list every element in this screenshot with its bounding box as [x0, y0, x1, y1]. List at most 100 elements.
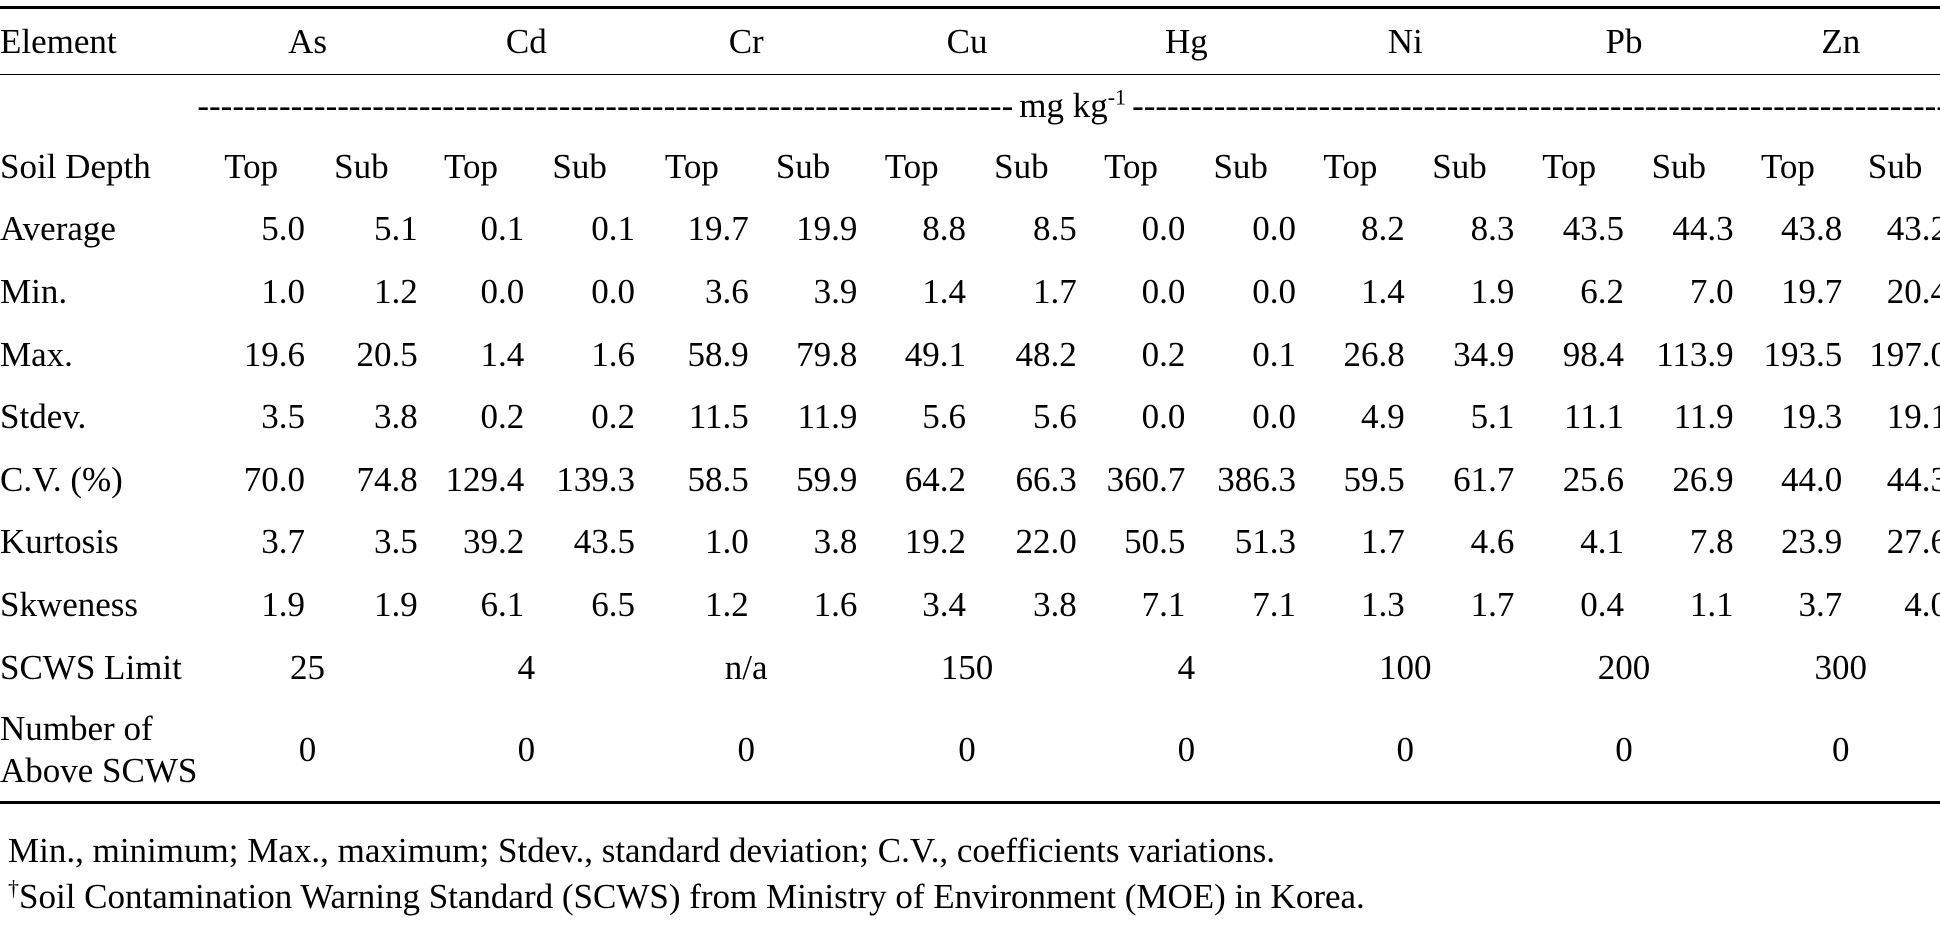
table-cell: 98.4 — [1562, 334, 1624, 374]
table-cell: 3.5 — [261, 397, 305, 437]
table-cell: 25.6 — [1562, 459, 1624, 499]
table-cell: 1.3 — [1360, 584, 1405, 624]
table-row: Stdev. 3.5 3.8 0.2 0.2 11.5 11.9 5.6 5.6 0.0 0.0 4.… — [0, 385, 1940, 448]
table-cell: 20.5 — [356, 334, 418, 374]
element-header-cr: Cr — [634, 6, 858, 75]
table-cell: 43.5 — [573, 522, 635, 562]
table-cell: 3.4 — [922, 584, 967, 624]
table-cell: 0.4 — [1580, 584, 1624, 624]
table-cell: 0.0 — [591, 271, 635, 311]
table-cell: 26.9 — [1672, 459, 1734, 499]
scws-limit-cell: 4 — [517, 647, 536, 687]
above-scws-cell: 0 — [1076, 698, 1297, 805]
table-cell: 51.3 — [1234, 522, 1297, 562]
table-cell: 1.4 — [922, 271, 967, 311]
table-cell: 11.1 — [1564, 397, 1624, 437]
table-cell: 6.2 — [1580, 271, 1624, 311]
table-cell: 3.6 — [705, 271, 749, 311]
table-cell: 1.1 — [1689, 584, 1734, 624]
table-cell: 43.2 — [1886, 209, 1940, 249]
scws-limit-cell: 4 — [1177, 647, 1196, 687]
table-cell: 61.7 — [1453, 459, 1515, 499]
unit-dash-left: ----------------------------------------… — [197, 87, 1014, 123]
depth-top-hg: Top — [1104, 146, 1158, 186]
depth-sub-cu: Sub — [994, 146, 1049, 186]
depth-top-cr: Top — [664, 146, 719, 186]
unit-label: mg kg-1 — [1019, 83, 1127, 125]
depth-sub-pb: Sub — [1651, 146, 1707, 186]
element-header-ni: Ni — [1296, 6, 1515, 75]
table-cell: 3.7 — [1798, 584, 1843, 624]
scws-limit-label: SCWS Limit — [0, 647, 182, 687]
table-cell: 8.2 — [1360, 209, 1405, 249]
depth-sub-zn: Sub — [1867, 146, 1923, 186]
dagger-mark: † — [8, 875, 19, 901]
table-cell: 0.2 — [1141, 334, 1186, 374]
row-label: Min. — [0, 271, 68, 311]
table-cell: 3.5 — [373, 522, 418, 562]
depth-top-ni: Top — [1323, 146, 1378, 186]
scws-limit-cell: 300 — [1814, 647, 1868, 687]
table-cell: 1.2 — [373, 271, 418, 311]
above-scws-cell: 0 — [197, 698, 418, 805]
table-cell: 34.9 — [1453, 334, 1515, 374]
unit-row: ----------------------------------------… — [0, 75, 1940, 136]
table-cell: 1.9 — [1470, 271, 1515, 311]
above-scws-cell: 0 — [634, 698, 858, 805]
table-cell: 49.1 — [904, 334, 967, 374]
table-cell: 0.0 — [1252, 397, 1297, 437]
scws-limit-cell: 150 — [940, 647, 994, 687]
scws-limit-cell: n/a — [724, 647, 768, 687]
element-header-pb: Pb — [1514, 6, 1734, 75]
scws-limit-cell: 25 — [290, 647, 326, 687]
table-cell: 26.8 — [1343, 334, 1405, 374]
table-cell: 11.9 — [797, 397, 858, 437]
table-cell: 5.6 — [1032, 397, 1077, 437]
table-row: Min. 1.0 1.2 0.0 0.0 3.6 3.9 1.4 1.7 0.0 0.0 1.4 1.9… — [0, 260, 1940, 323]
table-cell: 0.0 — [480, 271, 525, 311]
element-header-row: Element As Cd Cr Cu Hg Ni Pb Zn — [0, 6, 1940, 75]
table-cell: 58.5 — [687, 459, 749, 499]
table-footnotes: Min., minimum; Max., maximum; Stdev., st… — [8, 828, 1365, 920]
table-cell: 1.0 — [261, 271, 305, 311]
above-scws-cell: 0 — [1514, 698, 1734, 805]
depth-top-cd: Top — [444, 146, 498, 186]
table-cell: 3.7 — [261, 522, 305, 562]
table-cell: 7.1 — [1141, 584, 1186, 624]
table-cell: 0.1 — [591, 209, 635, 249]
table-row: Max. 19.6 20.5 1.4 1.6 58.9 79.8 49.1 48.2 0.2 0.1… — [0, 323, 1940, 386]
table-cell: 1.4 — [480, 334, 525, 374]
table-cell: 1.6 — [591, 334, 635, 374]
depth-top-zn: Top — [1761, 146, 1815, 186]
soil-heavy-metal-table: Element As Cd Cr Cu Hg Ni Pb Zn ---------------… — [0, 6, 1940, 805]
table-cell: 0.0 — [1141, 397, 1186, 437]
table-cell: 360.7 — [1106, 459, 1186, 499]
table-cell: 4.0 — [1904, 584, 1940, 624]
table-cell: 44.0 — [1781, 459, 1843, 499]
unit-dash-right: ----------------------------------------… — [1132, 87, 1940, 123]
depth-top-as: Top — [224, 146, 279, 186]
table-cell: 1.7 — [1032, 271, 1077, 311]
table-cell: 1.0 — [705, 522, 749, 562]
table-cell: 64.2 — [904, 459, 967, 499]
table-cell: 19.9 — [796, 209, 858, 249]
above-scws-cell: 0 — [1733, 698, 1940, 805]
table-cell: 79.8 — [796, 334, 858, 374]
table-cell: 4.6 — [1470, 522, 1515, 562]
scws-limit-cell: 100 — [1378, 647, 1432, 687]
table-cell: 193.5 — [1763, 334, 1843, 374]
depth-sub-hg: Sub — [1213, 146, 1268, 186]
table-cell: 0.2 — [591, 397, 635, 437]
table-cell: 39.2 — [463, 522, 525, 562]
table-cell: 27.6 — [1886, 522, 1940, 562]
scws-limit-cell: 200 — [1597, 647, 1651, 687]
table-cell: 23.9 — [1781, 522, 1843, 562]
element-header-cu: Cu — [857, 6, 1077, 75]
table-cell: 59.9 — [796, 459, 858, 499]
table-cell: 8.5 — [1032, 209, 1077, 249]
table-cell: 3.8 — [373, 397, 418, 437]
table-cell: 74.8 — [356, 459, 418, 499]
element-header-cd: Cd — [417, 6, 635, 75]
table-cell: 58.9 — [687, 334, 749, 374]
table-cell: 1.4 — [1360, 271, 1405, 311]
